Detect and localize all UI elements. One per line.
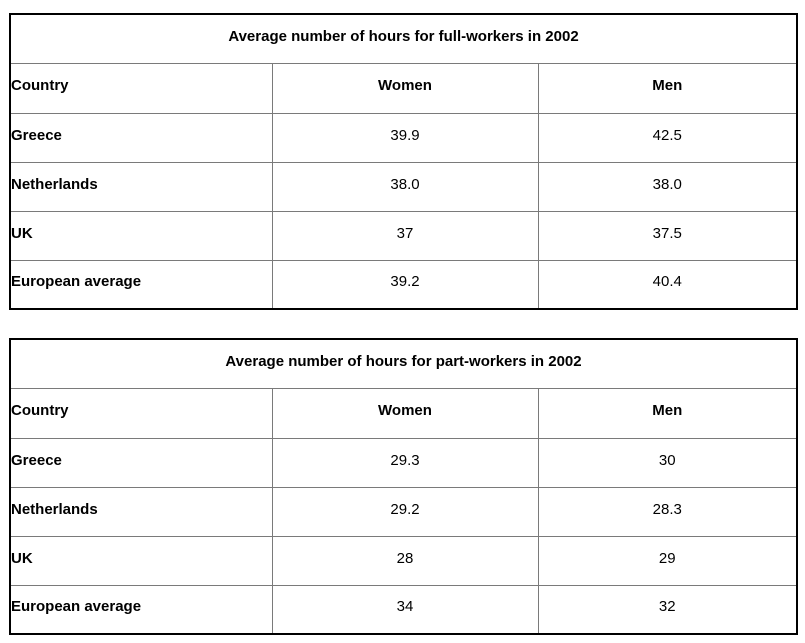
cell-men-value: 29 (537, 535, 798, 586)
cell-men-value: 28.3 (537, 486, 798, 537)
table-row: European average 39.2 40.4 (9, 259, 798, 310)
cell-women-value: 28 (271, 535, 539, 586)
cell-men-value: 32 (537, 584, 798, 635)
column-header-men: Men (537, 387, 798, 439)
table-title-row: Average number of hours for full-workers… (9, 13, 798, 64)
table-title-row: Average number of hours for part-workers… (9, 338, 798, 389)
table-gap (9, 310, 805, 338)
cell-country: Greece (9, 112, 273, 163)
cell-women-value: 38.0 (271, 161, 539, 212)
cell-country: Greece (9, 437, 273, 488)
table-header-row: Country Women Men (9, 62, 798, 114)
cell-men-value: 42.5 (537, 112, 798, 163)
cell-country: Netherlands (9, 486, 273, 537)
column-header-women: Women (271, 387, 539, 439)
column-header-country: Country (9, 387, 273, 439)
full-workers-table: Average number of hours for full-workers… (9, 13, 799, 310)
cell-women-value: 39.2 (271, 259, 539, 310)
table-title: Average number of hours for part-workers… (9, 338, 798, 389)
cell-men-value: 40.4 (537, 259, 798, 310)
table-row: Greece 39.9 42.5 (9, 112, 798, 163)
cell-women-value: 34 (271, 584, 539, 635)
table-title: Average number of hours for full-workers… (9, 13, 798, 64)
table-row: UK 37 37.5 (9, 210, 798, 261)
cell-country: UK (9, 535, 273, 586)
cell-country: UK (9, 210, 273, 261)
column-header-women: Women (271, 62, 539, 114)
column-header-men: Men (537, 62, 798, 114)
cell-country: European average (9, 259, 273, 310)
part-workers-table: Average number of hours for part-workers… (9, 338, 798, 635)
cell-women-value: 29.2 (271, 486, 539, 537)
cell-men-value: 30 (537, 437, 798, 488)
cell-country: Netherlands (9, 161, 273, 212)
cell-men-value: 37.5 (537, 210, 798, 261)
table-row: UK 28 29 (9, 535, 798, 586)
cell-women-value: 39.9 (271, 112, 539, 163)
table-header-row: Country Women Men (9, 387, 798, 439)
cell-country: European average (9, 584, 273, 635)
column-header-country: Country (9, 62, 273, 114)
cell-men-value: 38.0 (537, 161, 798, 212)
cell-women-value: 29.3 (271, 437, 539, 488)
table-row: European average 34 32 (9, 584, 798, 635)
cell-women-value: 37 (271, 210, 539, 261)
table-row: Netherlands 29.2 28.3 (9, 486, 798, 537)
table-row: Netherlands 38.0 38.0 (9, 161, 798, 212)
table-row: Greece 29.3 30 (9, 437, 798, 488)
